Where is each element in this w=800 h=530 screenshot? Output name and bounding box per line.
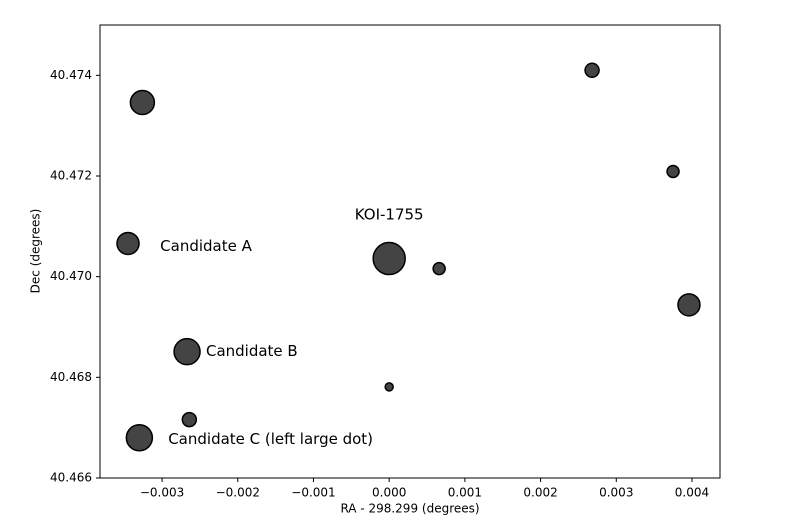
point [677,293,701,317]
plot-frame [99,24,721,479]
point [384,382,394,392]
point [372,241,406,276]
x-tick-label: 0.003 [599,486,633,500]
y-axis-label: Dec (degrees) [29,209,43,294]
point [116,231,140,256]
y-tick-label: 40.466 [50,471,92,485]
point [173,337,201,366]
annotation: Candidate B [206,342,298,360]
y-tick-label: 40.472 [50,169,92,183]
point [181,411,198,428]
y-tick-label: 40.470 [50,269,92,283]
x-tick-label: 0.000 [372,486,406,500]
point [666,164,680,179]
point [129,89,156,116]
x-axis-label: RA - 298.299 (degrees) [340,502,479,516]
point [125,423,154,452]
point [432,261,446,276]
annotation: KOI-1755 [355,205,424,223]
annotation: Candidate A [160,237,252,255]
x-tick-label: 0.004 [675,486,709,500]
point [584,62,600,79]
annotation: Candidate C (left large dot) [168,430,373,448]
x-tick-label: 0.001 [448,486,482,500]
y-tick-label: 40.468 [50,370,92,384]
y-tick-label: 40.474 [50,68,92,82]
x-tick-label: 0.002 [523,486,557,500]
x-tick-label: −0.003 [140,486,184,500]
x-tick-label: −0.002 [216,486,260,500]
x-tick-label: −0.001 [291,486,335,500]
